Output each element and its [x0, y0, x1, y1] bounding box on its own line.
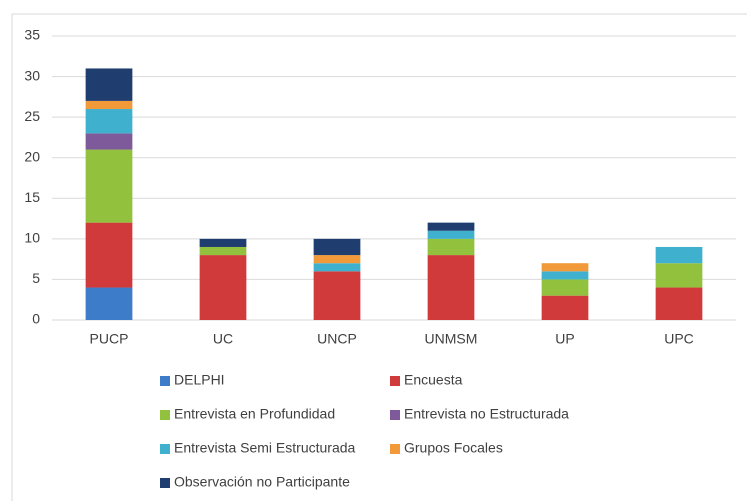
y-tick-label: 20: [24, 148, 40, 164]
bar-segment: [85, 149, 133, 223]
bar-segment: [313, 238, 361, 256]
bar-segment: [199, 255, 247, 320]
legend-swatch: [160, 444, 170, 454]
y-tick-label: 35: [24, 27, 40, 43]
bar-segment: [199, 246, 247, 256]
bar-segment: [313, 255, 361, 264]
legend-label: DELPHI: [174, 372, 225, 388]
bar-segment: [85, 68, 133, 101]
bar-segment: [541, 271, 589, 280]
bar-segment: [85, 109, 133, 134]
x-tick-label: UP: [555, 331, 574, 347]
legend-label: Entrevista no Estructurada: [404, 406, 569, 422]
bar-segment: [541, 279, 589, 296]
bar-segment: [655, 246, 703, 264]
bar-segment: [85, 100, 133, 110]
legend-swatch: [160, 478, 170, 488]
y-tick-label: 5: [32, 270, 40, 286]
x-tick-label: PUCP: [90, 331, 129, 347]
legend-swatch: [390, 410, 400, 420]
legend-label: Grupos Focales: [404, 440, 503, 456]
y-tick-label: 25: [24, 108, 40, 124]
y-tick-label: 0: [32, 311, 40, 327]
y-tick-label: 30: [24, 67, 40, 83]
y-tick-label: 10: [24, 230, 40, 246]
bar-segment: [427, 238, 475, 256]
bar-segment: [313, 263, 361, 272]
x-tick-label: UPC: [664, 331, 694, 347]
bar-segment: [541, 295, 589, 320]
bar-segment: [655, 263, 703, 288]
x-tick-label: UNCP: [317, 331, 357, 347]
chart-border: [11, 13, 747, 501]
bar-segment: [427, 230, 475, 239]
legend-swatch: [160, 410, 170, 420]
bar-segment: [655, 287, 703, 320]
x-tick-label: UC: [213, 331, 233, 347]
bar-segment: [85, 222, 133, 288]
legend-label: Entrevista Semi Estructurada: [174, 440, 356, 456]
x-tick-label: UNMSM: [425, 331, 478, 347]
bar-segment: [427, 255, 475, 320]
legend-label: Entrevista en Profundidad: [174, 406, 335, 422]
bar-segment: [427, 222, 475, 231]
y-tick-label: 15: [24, 189, 40, 205]
bar-segment: [313, 271, 361, 320]
legend-swatch: [160, 376, 170, 386]
legend-swatch: [390, 444, 400, 454]
bar-segment: [85, 133, 133, 150]
legend-label: Observación no Participante: [174, 474, 350, 490]
legend-swatch: [390, 376, 400, 386]
bar-segment: [541, 263, 589, 272]
bar-segment: [85, 287, 133, 320]
bar-segment: [199, 238, 247, 247]
legend-label: Encuesta: [404, 372, 463, 388]
